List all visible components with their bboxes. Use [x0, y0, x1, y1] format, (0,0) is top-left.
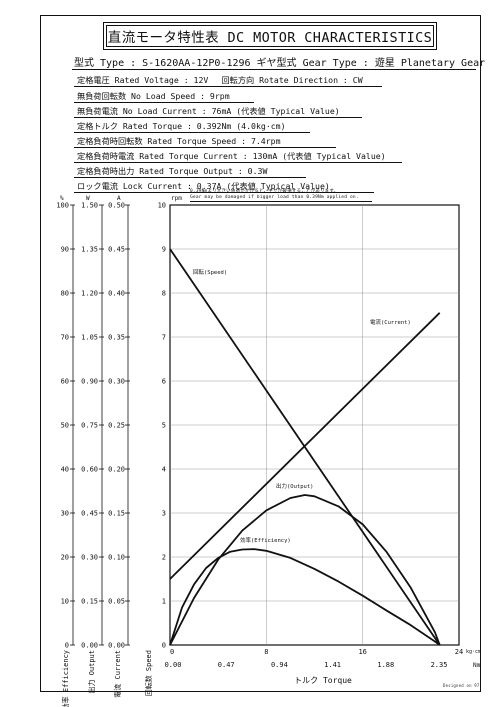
spec-underline: [74, 192, 374, 193]
y-tick-label: 0.25: [108, 421, 125, 429]
series-label: 電流(Current): [370, 318, 411, 326]
y-tick-label: 0.00: [108, 641, 125, 649]
x-tick-label-nm: 2.35: [431, 661, 448, 669]
y-tick-label: 70: [61, 333, 69, 341]
y-tick-label: 0: [162, 641, 166, 649]
x-tick-label-nm: 0.00: [165, 661, 182, 669]
x-tick-label-kgcm: 8: [264, 648, 268, 656]
spec-rated-torque-current: 定格負荷時電流 Rated Torque Current : 130mA (代表…: [77, 151, 386, 161]
x-tick-label-nm: 1.41: [324, 661, 341, 669]
y-tick-label: 10: [61, 597, 69, 605]
y-axis-unit: rpm: [171, 195, 182, 202]
y-tick-label: 0.45: [108, 245, 125, 253]
sheet-frame: [40, 15, 481, 692]
x-unit-nm: Nm: [473, 662, 481, 669]
x-tick-label-kgcm: 0: [170, 648, 174, 656]
y-tick-label: 1: [162, 597, 166, 605]
y-tick-label: 4: [162, 465, 166, 473]
y-tick-label: 0.45: [81, 509, 98, 517]
y-tick-label: 7: [162, 333, 166, 341]
series-label: 出力(Output): [276, 482, 314, 490]
type-line: 型式 Type : S-1620AA-12P0-1296 ギヤ型式 Gear T…: [74, 58, 486, 69]
series-line: [169, 548, 441, 646]
y-tick-label: 30: [61, 509, 69, 517]
y-tick-label: 1.50: [81, 201, 98, 209]
y-axis-unit: W: [86, 195, 90, 202]
gear-warning-en: Gear may be damaged if bigger load than …: [190, 195, 359, 200]
y-tick-label: 0.10: [108, 553, 125, 561]
y-tick-label: 1.35: [81, 245, 98, 253]
spec-no-load-speed: 無負荷回転数 No Load Speed : 9rpm: [77, 91, 230, 101]
y-tick-label: 60: [61, 377, 69, 385]
y-tick-label: 0.75: [81, 421, 98, 429]
spec-underline: [74, 132, 310, 133]
spec-underline: [74, 86, 382, 87]
y-tick-label: 0.30: [81, 553, 98, 561]
y-tick-label: 0.35: [108, 333, 125, 341]
series-line: [169, 312, 441, 580]
x-tick-label-kgcm: 16: [358, 648, 366, 656]
series-label: 効率(Efficiency): [240, 536, 291, 544]
y-tick-label: 0.00: [81, 641, 98, 649]
spec-rated-torque-output: 定格負荷時出力 Rated Torque Output : 0.3W: [77, 166, 268, 176]
x-tick-label-nm: 1.88: [377, 661, 394, 669]
x-tick-label-nm: 0.47: [218, 661, 235, 669]
y-tick-label: 0.05: [108, 597, 125, 605]
y-tick-label: 10: [158, 201, 166, 209]
series-line: [169, 494, 441, 646]
y-tick-label: 90: [61, 245, 69, 253]
y-tick-label: 0.90: [81, 377, 98, 385]
y-axis-label: 電流 Current: [113, 650, 122, 698]
y-tick-label: 1.05: [81, 333, 98, 341]
gear-warning-ja: 0.39Nmより大きい負荷がかかると、ギヤが破損することがあります。: [190, 189, 339, 194]
y-tick-label: 0.60: [81, 465, 98, 473]
y-tick-label: 0.15: [81, 597, 98, 605]
spec-underline: [74, 117, 362, 118]
y-tick-label: 0.20: [108, 465, 125, 473]
spec-rated-torque: 定格トルク Rated Torque : 0.392Nm (4.0kg·cm): [77, 121, 286, 131]
y-tick-label: 0.40: [108, 289, 125, 297]
sheet-title: 直流モータ特性表 DC MOTOR CHARACTERISTICS: [103, 22, 437, 50]
y-tick-label: 100: [56, 201, 69, 209]
y-tick-label: 3: [162, 509, 166, 517]
y-tick-label: 5: [162, 421, 166, 429]
designed-note: Designed on 97: [443, 683, 480, 688]
y-tick-label: 0.50: [108, 201, 125, 209]
y-tick-label: 0.30: [108, 377, 125, 385]
y-tick-label: 0.15: [108, 509, 125, 517]
spec-underline: [74, 162, 402, 163]
spec-rated-voltage: 定格電圧 Rated Voltage : 12V 回転方向 Rotate Dir…: [77, 75, 363, 85]
y-tick-label: 1.20: [81, 289, 98, 297]
gear-warning-underline: [190, 201, 372, 202]
x-unit-kgcm: kg·cm: [466, 649, 481, 655]
y-tick-label: 8: [162, 289, 166, 297]
y-tick-label: 80: [61, 289, 69, 297]
x-tick-label-nm: 0.94: [271, 661, 288, 669]
spec-rated-torque-speed: 定格負荷時回転数 Rated Torque Speed : 7.4rpm: [77, 136, 281, 146]
spec-underline: [74, 102, 254, 103]
y-tick-label: 40: [61, 465, 69, 473]
y-tick-label: 50: [61, 421, 69, 429]
spec-underline: [74, 147, 336, 148]
x-axis-title: トルク Torque: [294, 676, 352, 685]
y-axis-label: 回転数 Speed: [144, 650, 153, 696]
y-tick-label: 9: [162, 245, 166, 253]
series-label: 回転(Speed): [193, 269, 227, 276]
y-tick-label: 2: [162, 553, 166, 561]
y-axis-label: 効率 Efficiency: [61, 650, 70, 707]
spec-no-load-current: 無負荷電流 No Load Current : 76mA (代表値 Typica…: [77, 106, 340, 116]
spec-underline: [74, 177, 306, 178]
y-axis-label: 出力 Output: [87, 650, 96, 694]
spec-lock-current: ロック電流 Lock Current : 0.37A (代表値 Typical …: [77, 181, 330, 191]
y-tick-label: 6: [162, 377, 166, 385]
type-underline: [72, 69, 476, 70]
y-axis-unit: %: [60, 195, 64, 202]
y-tick-label: 20: [61, 553, 69, 561]
x-tick-label-kgcm: 24: [455, 648, 463, 656]
y-axis-unit: A: [117, 195, 121, 202]
y-tick-label: 0: [65, 641, 69, 649]
